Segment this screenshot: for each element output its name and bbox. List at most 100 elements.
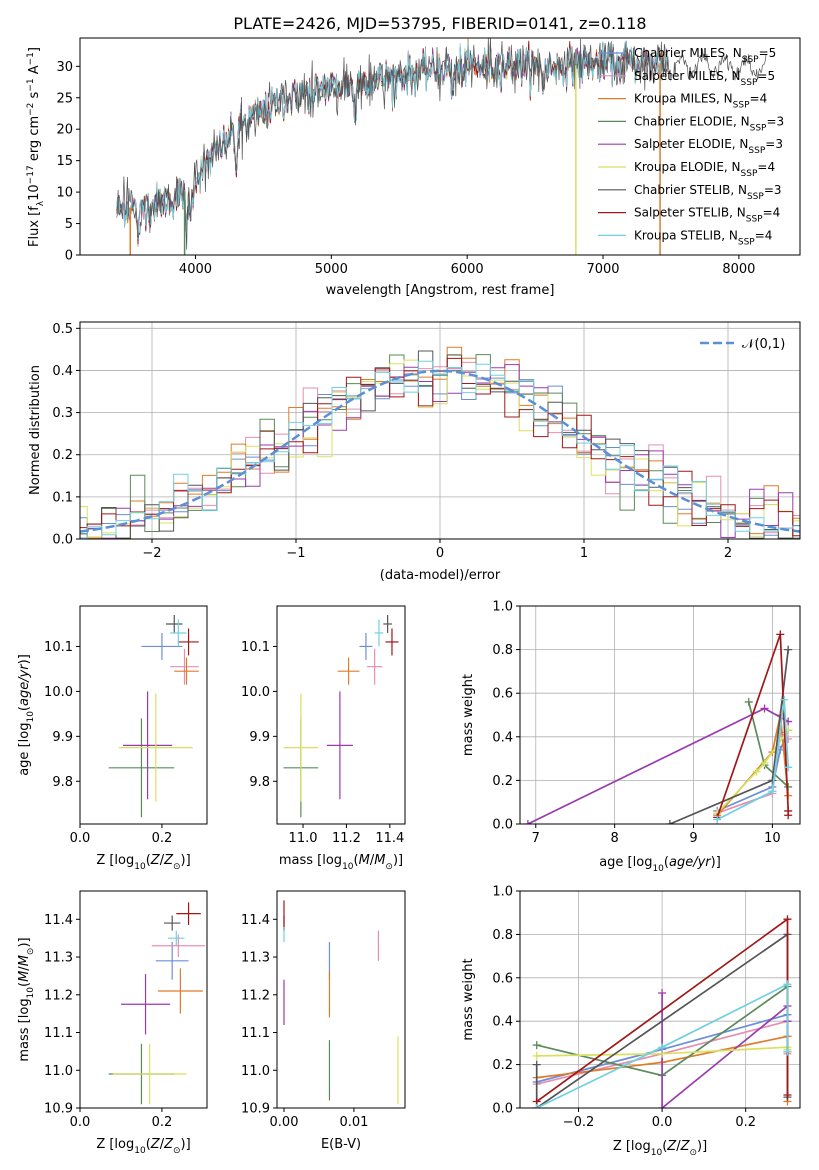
error-bar-point <box>337 657 360 685</box>
axes-frame <box>519 890 801 1109</box>
error-bar-point <box>163 915 181 931</box>
y-tick-label: 0 <box>65 249 73 264</box>
x-tick-label: 10 <box>764 831 781 846</box>
error-bar-point <box>385 628 399 656</box>
weight-marker <box>532 1060 541 1069</box>
plot-area <box>283 900 399 1105</box>
weight-marker <box>658 1104 667 1108</box>
y-tick-label: 0.8 <box>492 643 513 658</box>
legend-label: Salpeter STELIB, NSSP=4 <box>634 206 780 225</box>
error-bar-point <box>326 691 353 800</box>
x-tick-label: −2 <box>142 546 161 561</box>
weight-marker <box>783 915 792 924</box>
y-tick-label: 9.8 <box>52 775 73 790</box>
histogram-line <box>80 360 800 539</box>
x-tick-label: 5000 <box>315 262 348 277</box>
weight-marker <box>760 758 769 767</box>
error-bar-point <box>174 657 199 685</box>
x-tick-label: 0.01 <box>339 1115 368 1130</box>
plot-area <box>108 902 205 1105</box>
weight-marker <box>780 695 789 704</box>
y-tick-label: 11.0 <box>241 1064 270 1079</box>
error-bar-point <box>120 974 171 1035</box>
error-bar-point <box>118 693 193 802</box>
x-tick-label: 0 <box>436 546 444 561</box>
x-tick-label: 1 <box>580 546 588 561</box>
histogram-line <box>80 346 800 539</box>
x-tick-label: 0.2 <box>152 831 173 846</box>
axes-frame <box>519 605 801 825</box>
y-tick-label: 0.2 <box>492 774 513 789</box>
weight-marker <box>713 815 722 824</box>
y-tick-label: 11.2 <box>241 988 270 1003</box>
grid-lines <box>520 605 800 825</box>
error-bar-point <box>123 691 173 800</box>
y-tick-label: 0.3 <box>52 406 73 421</box>
plot-area <box>116 38 767 255</box>
error-bar-point <box>168 930 185 946</box>
legend-label: Kroupa MILES, NSSP=4 <box>634 92 767 111</box>
panel-age_vs_Z: 0.0 0.2 9.8 9.9 10.0 10.1 Z [log10(Z/Z⊙)] age [… <box>17 605 208 872</box>
x-tick-label: 8 <box>611 831 619 846</box>
weight-marker <box>783 1090 792 1099</box>
y-tick-label: 0.0 <box>492 1102 513 1117</box>
y-tick-label: 0.4 <box>492 1015 513 1030</box>
weight-marker <box>768 787 777 796</box>
panel-residual_hist: −2 −1 0 1 2 0.0 0.1 0.2 0.3 0.4 0.5 𝒩(0,1) (data-mod… <box>28 321 801 583</box>
plot-area <box>108 614 199 818</box>
legend-label: Kroupa STELIB, NSSP=4 <box>634 228 772 247</box>
error-bar-point <box>359 632 373 660</box>
x-axis-label: wavelength [Angstrom, rest frame] <box>326 283 555 298</box>
panel-mass_vs_Z: 0.0 0.2 10.9 11.0 11.1 11.2 11.3 11.4 Z [log10(Z… <box>17 890 208 1156</box>
x-tick-label: 0.0 <box>70 1115 91 1130</box>
y-tick-label: 0.4 <box>52 364 73 379</box>
weight-marker <box>768 776 777 785</box>
error-bar-point <box>176 902 201 925</box>
weight-marker <box>665 820 674 824</box>
legend-label: Chabrier ELODIE, NSSP=3 <box>634 114 784 133</box>
normal-curve-line <box>80 369 800 533</box>
spectrum-legend: Chabrier MILES, NSSP=5 Salpeter MILES, NS… <box>598 46 784 247</box>
y-axis-label: mass [log10(M/M⊙)] <box>17 937 36 1061</box>
error-bar-point <box>374 619 384 647</box>
x-tick-label: 0.0 <box>652 1115 673 1130</box>
x-tick-label: −0.2 <box>563 1115 595 1130</box>
weight-marker <box>783 980 792 989</box>
x-axis-label: Z [log10(Z/Z⊙)] <box>96 853 190 872</box>
weight-line <box>536 982 789 1108</box>
x-tick-label: 11.0 <box>289 831 318 846</box>
y-tick-label: 10 <box>56 186 73 201</box>
x-tick-label: −1 <box>286 546 305 561</box>
error-bar-point <box>283 693 319 802</box>
weight-marker <box>752 767 761 776</box>
y-tick-label: 11.3 <box>44 951 73 966</box>
axes-frame <box>79 890 208 1109</box>
y-tick-label: 0.2 <box>492 1058 513 1073</box>
x-tick-label: 0.00 <box>270 1115 299 1130</box>
y-tick-label: 11.1 <box>241 1026 270 1041</box>
x-tick-label: 7 <box>532 831 540 846</box>
weight-marker <box>658 988 667 997</box>
y-tick-label: 5 <box>65 217 73 232</box>
y-tick-label: 0.4 <box>492 730 513 745</box>
y-tick-label: 0.1 <box>52 490 73 505</box>
x-axis-label: mass [log10(M/M⊙)] <box>279 853 403 872</box>
y-tick-label: 11.4 <box>44 913 73 928</box>
axes-frame <box>276 890 406 1109</box>
weight-marker <box>784 782 793 791</box>
weight-marker <box>760 704 769 713</box>
legend-label: Chabrier MILES, NSSP=5 <box>634 46 776 65</box>
y-tick-label: 11.1 <box>44 1026 73 1041</box>
legend-label: Salpeter MILES, NSSP=5 <box>634 69 775 88</box>
error-bar-point <box>155 941 189 980</box>
axes-frame <box>79 37 801 256</box>
axes-frame <box>79 605 208 825</box>
y-tick-label: 25 <box>56 91 73 106</box>
y-axis-label: mass weight <box>461 958 476 1040</box>
plot-area <box>523 630 793 824</box>
y-axis-label: Flux [fλ10−17 erg cm−2 s−1 A−1] <box>26 47 46 247</box>
weight-marker <box>658 1043 667 1052</box>
y-tick-label: 0.0 <box>492 818 513 833</box>
histogram-legend: 𝒩(0,1) <box>700 337 785 352</box>
y-tick-label: 0.6 <box>492 687 513 702</box>
